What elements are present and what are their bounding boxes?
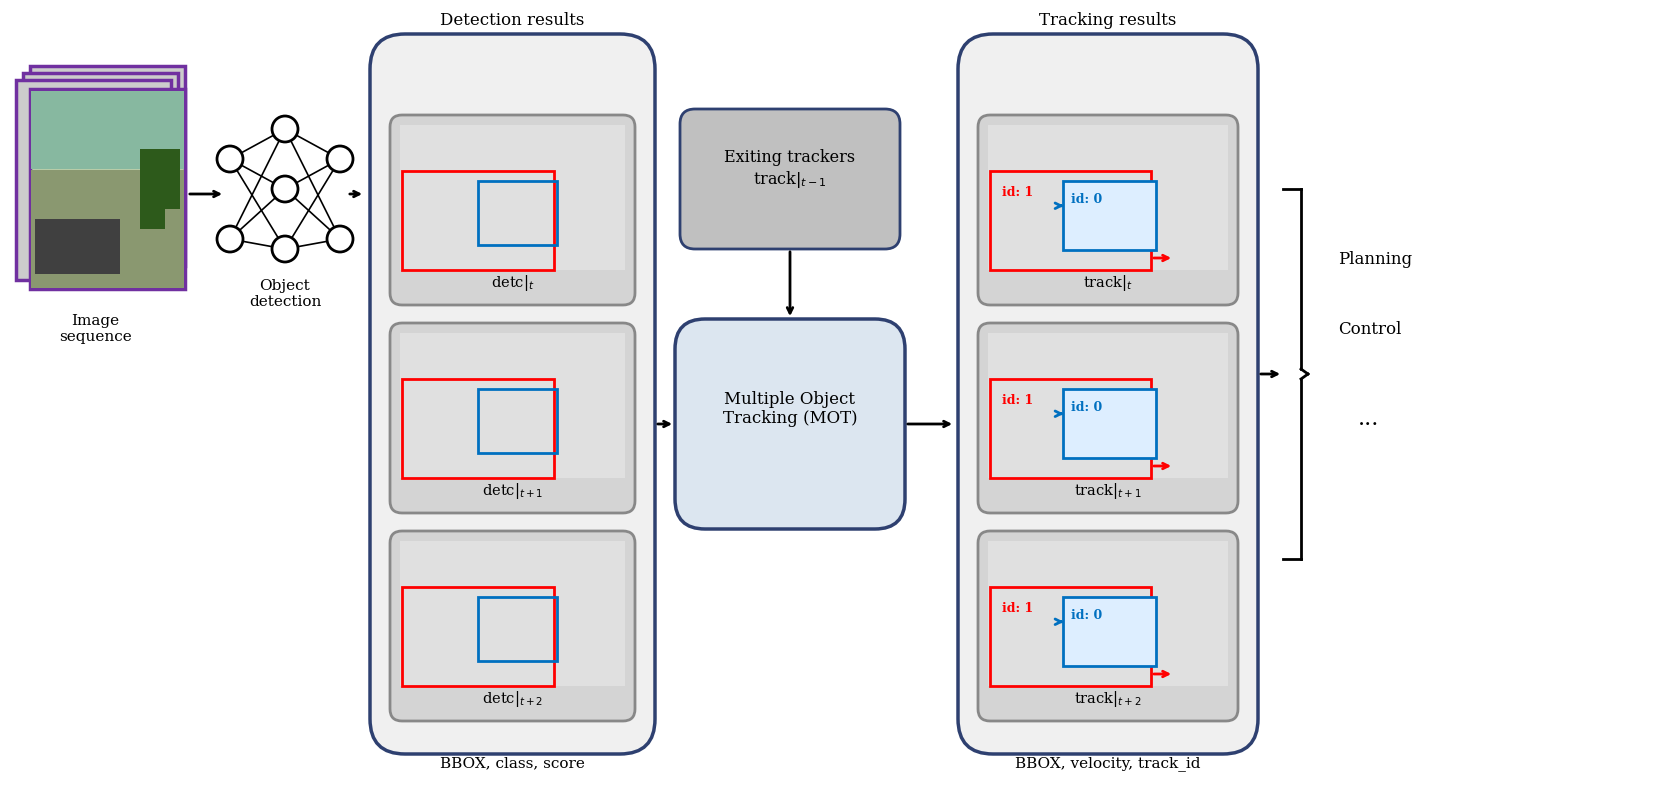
Text: id: 1: id: 1 (1002, 602, 1033, 615)
Bar (400, 541, 625, 686)
Circle shape (272, 116, 297, 142)
Bar (990, 172, 1151, 270)
Text: Detection results: Detection results (440, 12, 585, 29)
Bar (990, 587, 1151, 686)
FancyBboxPatch shape (679, 109, 900, 249)
Bar (17, 80, 171, 280)
Bar (402, 172, 553, 270)
Bar (23, 73, 178, 273)
FancyBboxPatch shape (958, 34, 1257, 754)
FancyBboxPatch shape (390, 531, 635, 721)
FancyBboxPatch shape (370, 34, 654, 754)
Bar (30, 89, 184, 289)
FancyBboxPatch shape (978, 323, 1237, 513)
Text: id: 0: id: 0 (1071, 401, 1101, 414)
Bar (988, 541, 1227, 686)
Text: id: 0: id: 0 (1071, 609, 1101, 622)
Circle shape (327, 146, 354, 172)
Bar (140, 149, 164, 229)
Bar (30, 66, 184, 266)
Bar (478, 389, 556, 453)
Text: detc$|_{t+1}$: detc$|_{t+1}$ (482, 481, 543, 501)
Circle shape (272, 236, 297, 262)
Bar (988, 333, 1227, 478)
FancyBboxPatch shape (978, 531, 1237, 721)
Bar (988, 125, 1227, 270)
Text: detc$|_{t+2}$: detc$|_{t+2}$ (482, 689, 543, 709)
FancyBboxPatch shape (390, 323, 635, 513)
Text: track$|_{t+2}$: track$|_{t+2}$ (1075, 689, 1141, 709)
FancyBboxPatch shape (390, 115, 635, 305)
Bar (478, 181, 556, 245)
Text: Planning: Planning (1339, 251, 1412, 268)
Text: Image
sequence: Image sequence (58, 314, 131, 344)
Text: Exiting trackers
track$|_{t-1}$: Exiting trackers track$|_{t-1}$ (724, 149, 855, 189)
FancyBboxPatch shape (674, 319, 905, 529)
Text: id: 1: id: 1 (1002, 394, 1033, 407)
Text: BBOX, class, score: BBOX, class, score (440, 756, 585, 770)
Text: track$|_{t+1}$: track$|_{t+1}$ (1075, 481, 1141, 501)
Bar (32, 170, 184, 288)
Bar (478, 597, 556, 661)
Text: Tracking results: Tracking results (1040, 12, 1176, 29)
Bar (400, 333, 625, 478)
Text: BBOX, velocity, track_id: BBOX, velocity, track_id (1015, 756, 1201, 771)
Bar (400, 125, 625, 270)
Bar (1063, 597, 1156, 667)
Text: detc$|_t$: detc$|_t$ (490, 273, 535, 293)
Bar (1063, 181, 1156, 250)
Text: id: 1: id: 1 (1002, 186, 1033, 199)
Bar (1063, 389, 1156, 458)
Bar (159, 149, 179, 209)
Circle shape (327, 226, 354, 252)
Text: Multiple Object
Tracking (MOT): Multiple Object Tracking (MOT) (723, 391, 857, 427)
Bar (402, 379, 553, 478)
Circle shape (272, 176, 297, 202)
Bar (35, 219, 120, 274)
Text: track$|_t$: track$|_t$ (1083, 273, 1133, 293)
Text: Control: Control (1339, 320, 1402, 337)
Bar (32, 91, 184, 169)
Text: ...: ... (1359, 408, 1379, 430)
FancyBboxPatch shape (978, 115, 1237, 305)
Text: id: 0: id: 0 (1071, 193, 1101, 206)
Text: Object
detection: Object detection (249, 279, 321, 309)
Circle shape (218, 226, 243, 252)
Bar (402, 587, 553, 686)
Bar (990, 379, 1151, 478)
Circle shape (218, 146, 243, 172)
